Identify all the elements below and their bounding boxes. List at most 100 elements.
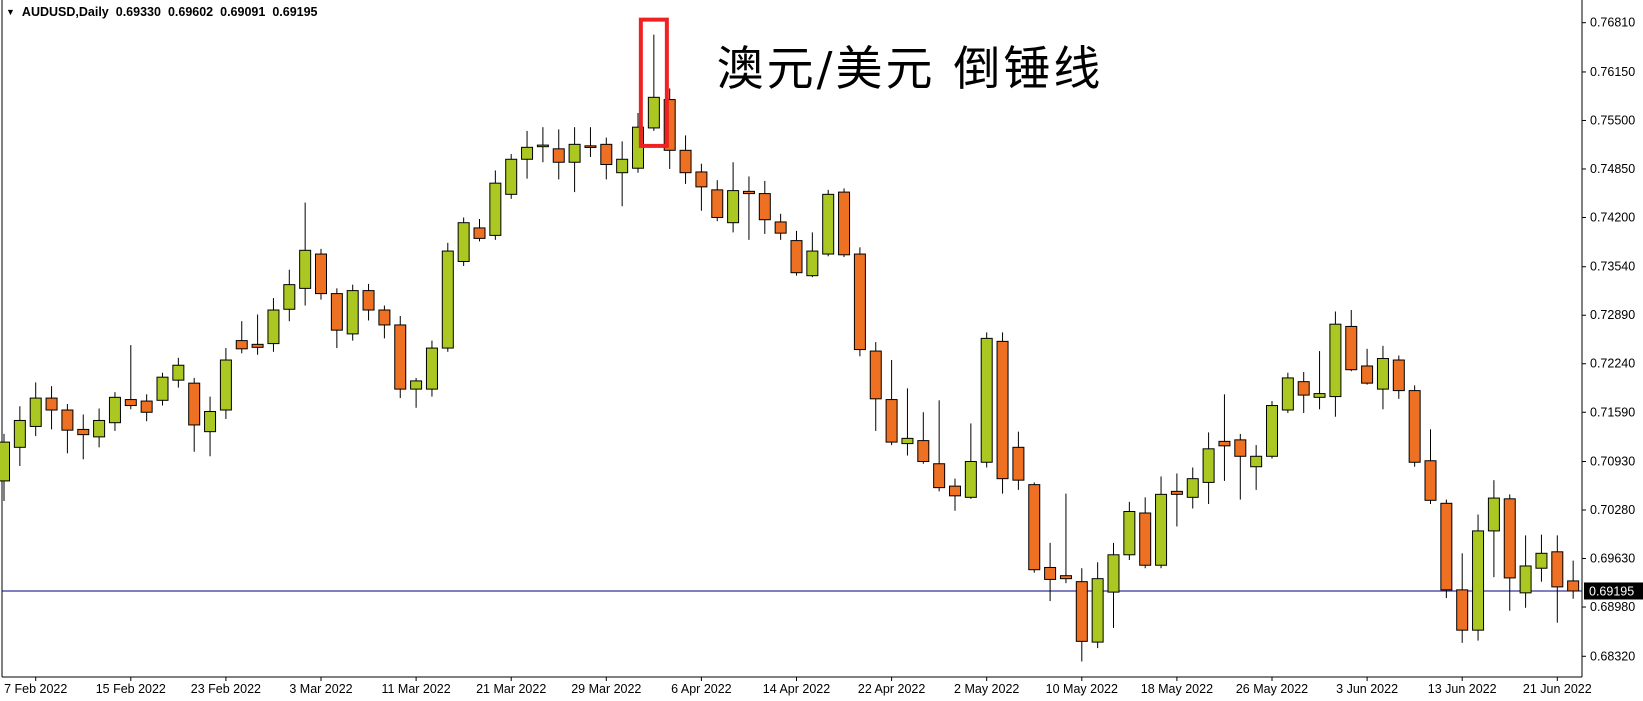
candle-body: [1044, 566, 1057, 580]
candle-body: [647, 96, 660, 129]
candle-body: [441, 250, 454, 349]
candle-body: [1091, 578, 1104, 643]
candle-body: [251, 343, 264, 348]
y-axis-label: 0.72240: [1590, 357, 1635, 371]
y-axis-label: 0.71590: [1590, 405, 1635, 419]
candle-body: [917, 440, 930, 463]
candle-body: [93, 419, 106, 438]
y-axis-label: 0.74850: [1590, 162, 1635, 176]
candle-body: [410, 380, 423, 390]
candle-body: [568, 143, 581, 163]
quote-close: 0.69195: [272, 5, 318, 19]
x-axis-label: 15 Feb 2022: [96, 682, 166, 696]
candle-body: [140, 400, 153, 413]
candle-body: [1313, 393, 1326, 398]
candle-body: [1281, 377, 1294, 411]
candle-body: [711, 189, 724, 218]
symbol-dropdown-icon[interactable]: ▼: [6, 7, 15, 17]
candle-body: [616, 158, 629, 174]
candle-body: [790, 240, 803, 274]
symbol-timeframe-label[interactable]: AUDUSD,Daily: [21, 5, 109, 19]
x-axis-label: 26 May 2022: [1236, 682, 1308, 696]
candle-body: [584, 145, 597, 148]
inverted-hammer-highlight-box: [638, 17, 669, 148]
candle-body: [869, 350, 882, 400]
x-axis-label: 18 May 2022: [1141, 682, 1213, 696]
candle-body: [885, 399, 898, 443]
candle-body: [727, 190, 740, 224]
candle-body: [473, 227, 486, 239]
candle-body: [299, 249, 312, 289]
current-price-tag: [1584, 582, 1643, 600]
candle-body: [521, 146, 534, 160]
candle-body: [1376, 358, 1389, 390]
candle-body: [61, 409, 74, 431]
candle-body: [742, 190, 755, 195]
candle-body: [235, 340, 248, 350]
x-axis-label: 3 Mar 2022: [289, 682, 352, 696]
candle-body: [13, 419, 26, 448]
x-axis-label: 6 Apr 2022: [671, 682, 732, 696]
x-axis-label: 21 Jun 2022: [1523, 682, 1592, 696]
y-axis-label: 0.76150: [1590, 65, 1635, 79]
y-axis-label: 0.74200: [1590, 210, 1635, 224]
candle-body: [219, 359, 232, 411]
candle-body: [822, 193, 835, 255]
candle-body: [1186, 478, 1199, 498]
candle-body: [1297, 381, 1310, 396]
candle-body: [204, 411, 217, 433]
candle-body: [1234, 439, 1247, 457]
x-axis-label: 14 Apr 2022: [763, 682, 830, 696]
y-axis-label: 0.68320: [1590, 649, 1635, 663]
candle-body: [949, 485, 961, 497]
candle-body: [1456, 589, 1469, 631]
candle-body: [1392, 359, 1405, 392]
candle-body: [1139, 512, 1152, 566]
x-axis-label: 21 Mar 2022: [476, 682, 546, 696]
candle-body: [1123, 511, 1136, 556]
candle-body: [1345, 325, 1358, 371]
candle-body: [1059, 575, 1072, 580]
candle-body: [425, 347, 438, 390]
quote-open: 0.69330: [115, 5, 161, 19]
candle-body: [505, 158, 518, 195]
y-axis-label: 0.76810: [1590, 16, 1635, 30]
candle-body: [1028, 484, 1041, 571]
candle-body: [1551, 551, 1564, 588]
candle-body: [758, 193, 771, 221]
candle-body: [1503, 498, 1516, 579]
x-axis-label: 2 May 2022: [954, 682, 1019, 696]
quote-low: 0.69091: [220, 5, 266, 19]
candle-body: [1250, 455, 1263, 468]
candle-body: [188, 382, 201, 426]
x-axis-label: 29 Mar 2022: [571, 682, 641, 696]
candle-body: [1012, 446, 1025, 481]
candle-body: [1424, 460, 1437, 501]
candle-body: [964, 461, 977, 498]
candle-body: [378, 309, 391, 326]
y-axis-label: 0.75500: [1590, 113, 1635, 127]
candle-body: [346, 290, 359, 335]
candle-body: [806, 250, 819, 277]
candle-body: [1107, 554, 1120, 593]
candle-body: [1202, 448, 1215, 483]
candle-body: [1155, 493, 1168, 566]
candle-body: [901, 437, 914, 445]
y-axis-label: 0.70280: [1590, 503, 1635, 517]
y-axis-label: 0.68980: [1590, 600, 1635, 614]
candle-body: [77, 428, 90, 436]
quote-header: ▼ AUDUSD,Daily 0.69330 0.69602 0.69091 0…: [6, 4, 318, 20]
candle-body: [315, 253, 327, 295]
candle-body: [774, 221, 787, 234]
candle-body: [457, 222, 470, 263]
candle-body: [108, 396, 121, 424]
candle-body: [600, 143, 613, 165]
candle-body: [1567, 580, 1580, 592]
candle-body: [695, 171, 708, 188]
candle-body: [45, 397, 58, 411]
candle-body: [0, 441, 10, 482]
candle-body: [1266, 405, 1278, 457]
current-price-tag-label: 0.69195: [1589, 584, 1634, 598]
candle-body: [663, 99, 676, 151]
